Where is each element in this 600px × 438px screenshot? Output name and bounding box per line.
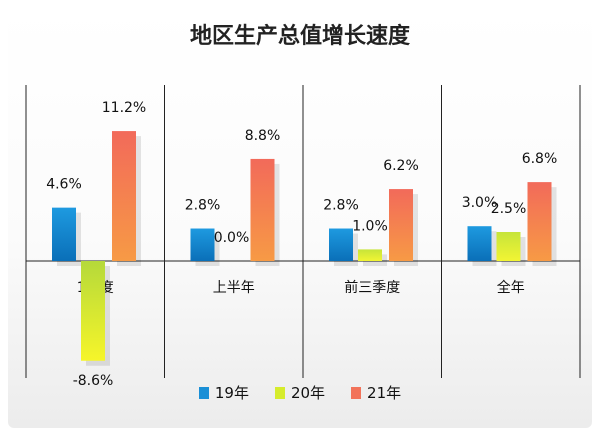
legend-label-20: 20年 [290,384,326,402]
data-label: 2.5% [491,201,527,217]
legend-label-21: 21年 [367,384,402,402]
data-label: 2.8% [185,198,221,214]
data-label: 8.8% [245,128,281,144]
data-label: 4.6% [46,177,82,193]
bar-21年-前三季度 [389,189,413,261]
legend-item-20: 20年 [274,382,326,403]
bar-20年-前三季度 [358,249,382,261]
chart-frame [8,6,592,428]
data-label: 11.2% [102,100,146,116]
bar-20年-1季度 [81,261,105,361]
data-label: -8.6% [73,373,114,389]
bar-21年-1季度 [112,131,136,261]
data-label: 6.2% [383,158,419,174]
category-label: 上半年 [213,280,255,296]
legend-swatch-20 [274,386,285,399]
chart-title: 地区生产总值增长速度 [189,24,410,49]
bar-19年-全年 [467,226,492,261]
legend: 19年 20年 21年 [0,382,600,403]
data-label: 6.8% [522,151,558,167]
bar-21年-全年 [527,182,552,261]
data-label: 0.0% [214,230,250,246]
bar-19年-上半年 [190,228,215,261]
legend-item-21: 21年 [351,382,401,403]
category-label: 全年 [497,279,525,296]
data-label: 2.8% [323,198,359,214]
data-label: 3.0% [462,195,498,211]
legend-swatch-21 [351,386,362,399]
legend-swatch-19 [198,386,209,399]
bar-21年-上半年 [250,158,275,261]
data-label: 1.0% [352,218,388,234]
legend-item-19: 19年 [198,382,249,403]
category-label: 前三季度 [344,279,400,296]
bar-19年-前三季度 [329,228,353,261]
bar-20年-全年 [496,232,521,261]
legend-label-19: 19年 [214,384,249,402]
bar-19年-1季度 [52,207,76,261]
